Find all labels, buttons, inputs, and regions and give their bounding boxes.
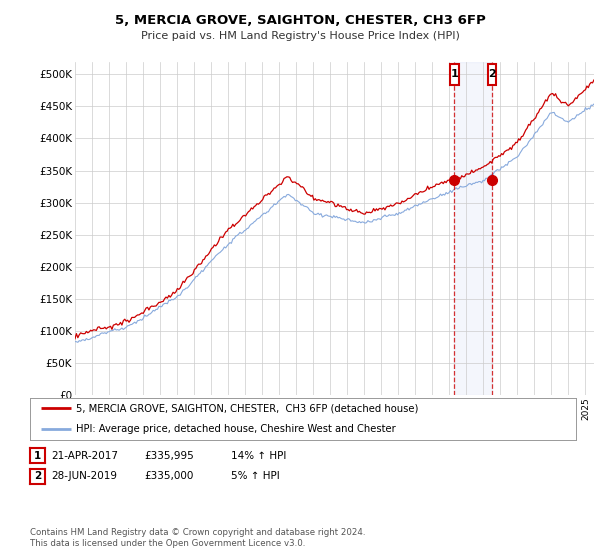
Text: 14% ↑ HPI: 14% ↑ HPI	[231, 451, 286, 460]
Text: 1: 1	[34, 451, 41, 460]
FancyBboxPatch shape	[488, 64, 496, 85]
Text: 5% ↑ HPI: 5% ↑ HPI	[231, 472, 280, 481]
Bar	[454, 62, 492, 395]
Text: Contains HM Land Registry data © Crown copyright and database right 2024.
This d: Contains HM Land Registry data © Crown c…	[30, 528, 365, 548]
Text: £335,000: £335,000	[144, 472, 193, 481]
Text: 5, MERCIA GROVE, SAIGHTON, CHESTER, CH3 6FP: 5, MERCIA GROVE, SAIGHTON, CHESTER, CH3 …	[115, 14, 485, 27]
FancyBboxPatch shape	[450, 64, 459, 85]
Text: HPI: Average price, detached house, Cheshire West and Chester: HPI: Average price, detached house, Ches…	[76, 424, 396, 434]
Text: 1: 1	[451, 69, 458, 80]
Text: 5, MERCIA GROVE, SAIGHTON, CHESTER,  CH3 6FP (detached house): 5, MERCIA GROVE, SAIGHTON, CHESTER, CH3 …	[76, 403, 419, 413]
Text: Price paid vs. HM Land Registry's House Price Index (HPI): Price paid vs. HM Land Registry's House …	[140, 31, 460, 41]
Text: 2: 2	[34, 472, 41, 481]
Text: £335,995: £335,995	[144, 451, 194, 460]
Text: 2: 2	[488, 69, 496, 80]
Text: 28-JUN-2019: 28-JUN-2019	[51, 472, 117, 481]
Text: 21-APR-2017: 21-APR-2017	[51, 451, 118, 460]
